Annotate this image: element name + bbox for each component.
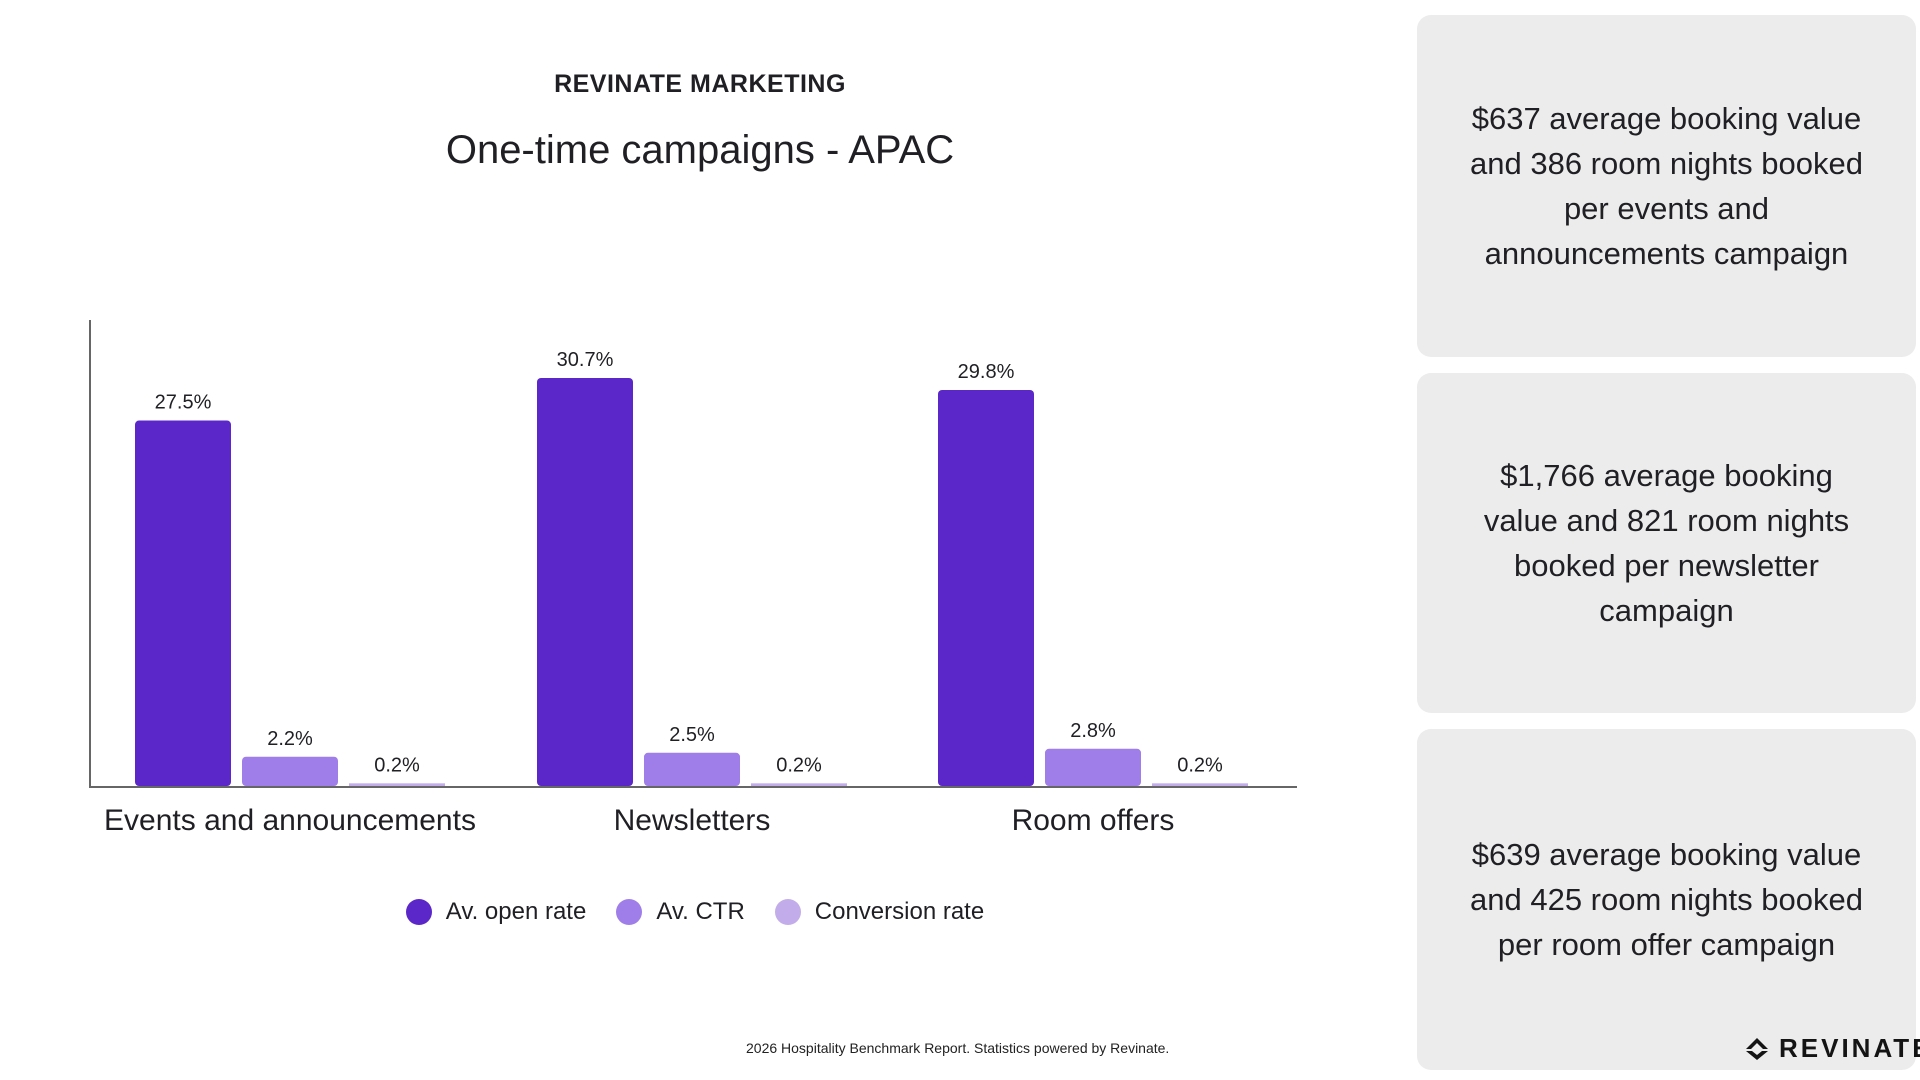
legend-swatch-open-rate: [405, 899, 432, 925]
legend-item-open-rate: Av. open rate: [405, 898, 587, 926]
x-tick-label-room-offers: Room offers: [1012, 804, 1175, 837]
legend-label-ctr: Av. CTR: [656, 898, 745, 925]
stat-card-events-text: $637 average booking value and 386 room …: [1470, 101, 1863, 271]
bar-newsletters-open-rate: [537, 378, 633, 786]
bar-room-offers-open-rate: [938, 389, 1034, 786]
bar-room-offers-conversion-rate: [1152, 783, 1248, 786]
x-tick-label-events: Events and announcements: [104, 804, 476, 837]
footnote: 2026 Hospitality Benchmark Report. Stati…: [746, 1040, 1170, 1056]
data-label-events-open-rate: 27.5%: [155, 392, 212, 414]
legend-label-open-rate: Av. open rate: [445, 898, 587, 925]
bar-events-conversion-rate: [349, 783, 445, 786]
legend-item-conversion-rate: Conversion rate: [774, 898, 985, 926]
data-label-newsletters-open-rate: 30.7%: [557, 349, 614, 371]
revinate-logo: REVINATE: [1745, 1033, 1920, 1064]
report-eyebrow: REVINATE MARKETING: [554, 70, 846, 98]
bar-events-ctr: [242, 756, 338, 786]
bar-room-offers-ctr: [1045, 748, 1141, 786]
data-label-events-conversion-rate: 0.2%: [374, 754, 420, 776]
stat-card-room-offers: $639 average booking value and 425 room …: [1417, 729, 1916, 1070]
stat-card-newsletters: $1,766 average booking value and 821 roo…: [1417, 373, 1916, 713]
legend-label-conversion-rate: Conversion rate: [814, 898, 985, 925]
data-label-room-offers-ctr: 2.8%: [1070, 720, 1116, 742]
revinate-logo-text: REVINATE: [1779, 1033, 1920, 1063]
data-label-newsletters-ctr: 2.5%: [669, 724, 715, 746]
data-label-room-offers-open-rate: 29.8%: [958, 361, 1015, 383]
stat-card-room-offers-text: $639 average booking value and 425 room …: [1470, 837, 1863, 962]
data-label-room-offers-conversion-rate: 0.2%: [1177, 754, 1223, 776]
bars-layer: [135, 378, 1248, 786]
legend-swatch-ctr: [616, 899, 643, 925]
chart-legend: Av. open rate Av. CTR Conversion rate: [0, 898, 1390, 926]
chart-title: One-time campaigns - APAC: [445, 128, 955, 172]
x-tick-label-newsletters: Newsletters: [614, 804, 771, 837]
bar-events-open-rate: [135, 420, 231, 786]
stat-card-events: $637 average booking value and 386 room …: [1417, 15, 1916, 357]
data-label-newsletters-conversion-rate: 0.2%: [776, 754, 822, 776]
bar-newsletters-conversion-rate: [751, 783, 847, 786]
legend-item-ctr: Av. CTR: [616, 898, 745, 926]
data-label-events-ctr: 2.2%: [267, 728, 313, 750]
bar-chart: 27.5% 2.2% 0.2% Events and announcements 30.…: [89, 320, 1297, 837]
revinate-logo-icon: [1746, 1037, 1768, 1060]
stat-card-newsletters-text: $1,766 average booking value and 821 roo…: [1483, 458, 1850, 628]
legend-swatch-conversion-rate: [774, 899, 801, 925]
labels-layer: 27.5% 2.2% 0.2% Events and announcements 30.…: [104, 349, 1223, 837]
bar-newsletters-ctr: [644, 752, 740, 786]
